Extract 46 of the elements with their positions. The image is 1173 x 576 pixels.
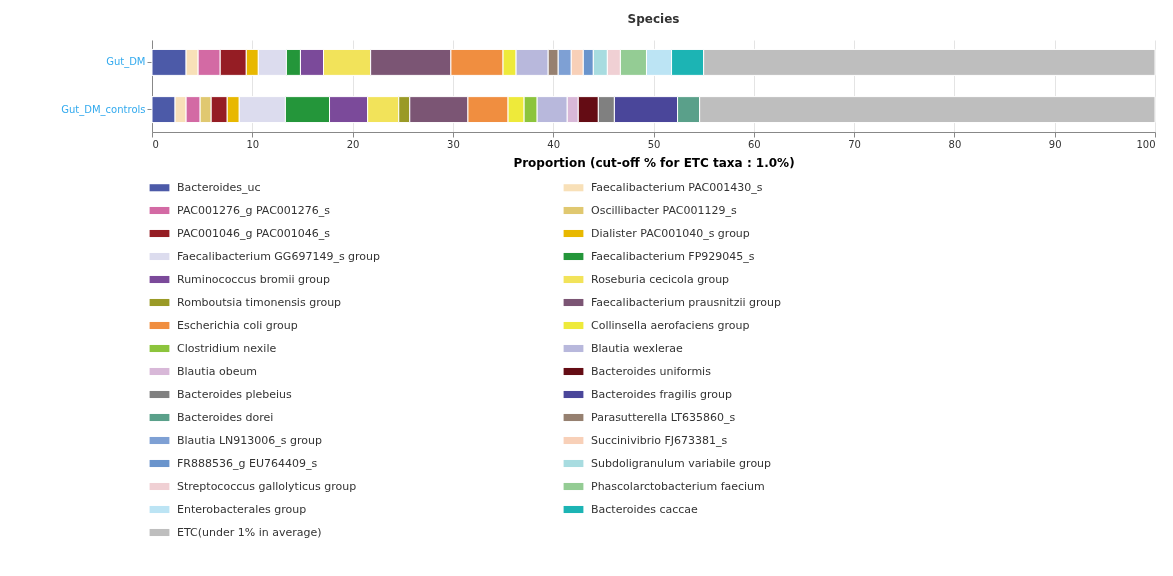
x-axis-title: Proportion (cut-off % for ETC taxa : 1.0%) <box>513 155 795 170</box>
x-tick-label: 80 <box>948 138 962 150</box>
x-tick-label: 90 <box>1048 138 1062 150</box>
legend-label: Bacteroides dorei <box>177 410 274 424</box>
legend-label: Parasutterella LT635860_s <box>591 410 736 424</box>
legend-label: Faecalibacterium PAC001430_s <box>591 180 763 194</box>
legend-label: Bacteroides uniformis <box>591 364 712 378</box>
legend-label: Ruminococcus bromii group <box>177 272 330 286</box>
legend-label: Bacteroides fragilis group <box>591 387 732 401</box>
legend-label: PAC001276_g PAC001276_s <box>177 203 331 217</box>
x-tick-label: 40 <box>547 138 561 150</box>
legend-label: Faecalibacterium FP929045_s <box>591 249 755 263</box>
x-tick-label: 70 <box>848 138 861 150</box>
y-tick-label: Gut_DM <box>106 56 146 69</box>
legend-label: Bacteroides_uc <box>177 180 261 194</box>
legend-label: Streptococcus gallolyticus group <box>177 479 357 493</box>
legend-label: Phascolarctobacterium faecium <box>591 479 765 493</box>
legend-label: Enterobacterales group <box>177 502 307 516</box>
legend-label: Dialister PAC001040_s group <box>591 226 750 240</box>
x-tick-label: 0 <box>152 138 159 150</box>
x-tick-label: 50 <box>647 138 661 150</box>
x-tick-label: 100 <box>1136 138 1156 150</box>
legend-label: Blautia obeum <box>177 364 258 378</box>
x-tick-label: 20 <box>346 138 360 150</box>
legend-label: Collinsella aerofaciens group <box>591 318 750 332</box>
legend-label: Oscillibacter PAC001129_s <box>591 203 737 217</box>
y-tick-label: Gut_DM_controls <box>61 103 146 116</box>
legend-label: Subdoligranulum variabile group <box>591 456 772 470</box>
x-tick-label: 10 <box>246 138 260 150</box>
legend-label: Bacteroides caccae <box>591 502 699 516</box>
chart-title: Species <box>627 12 680 26</box>
legend-label: Faecalibacterium prausnitzii group <box>591 295 781 309</box>
x-tick-label: 30 <box>447 138 460 150</box>
legend-label: Clostridium nexile <box>177 341 277 355</box>
legend-label: Faecalibacterium GG697149_s group <box>177 249 381 263</box>
legend-label: Roseburia cecicola group <box>591 272 730 286</box>
x-tick-label: 60 <box>747 138 761 150</box>
legend-label: FR888536_g EU764409_s <box>177 456 318 470</box>
legend-label: Bacteroides plebeius <box>177 387 293 401</box>
legend-label: Blautia LN913006_s group <box>177 433 322 447</box>
legend-label: Succinivibrio FJ673381_s <box>591 433 728 447</box>
legend-label: ETC(under 1% in average) <box>177 525 322 539</box>
legend-label: PAC001046_g PAC001046_s <box>177 226 331 240</box>
legend-label: Escherichia coli group <box>177 318 298 332</box>
legend-label: Blautia wexlerae <box>591 341 684 355</box>
legend-label: Romboutsia timonensis group <box>177 295 342 309</box>
